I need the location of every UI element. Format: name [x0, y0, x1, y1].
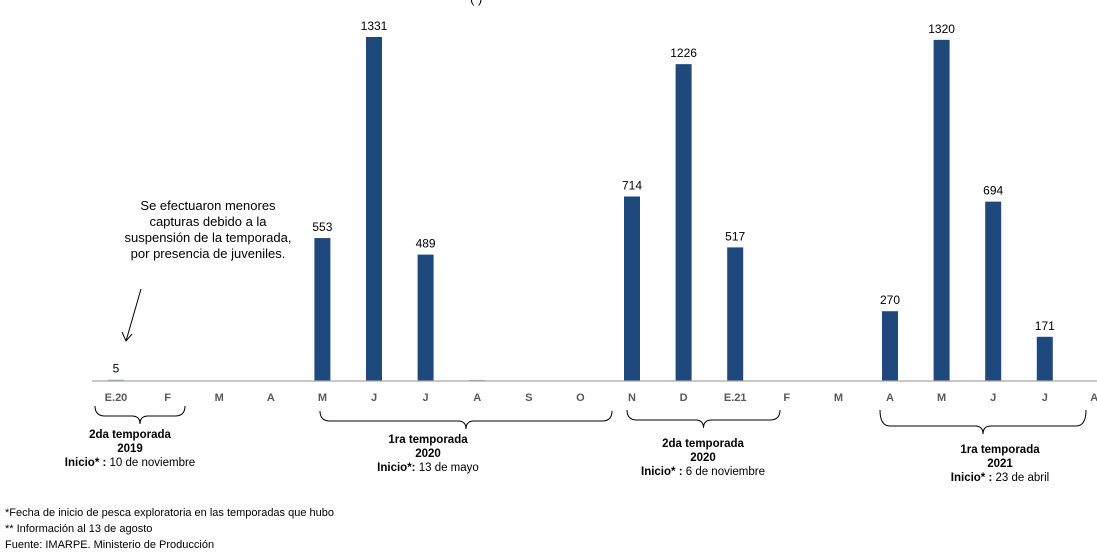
tick-label-17: J: [990, 392, 996, 404]
annotation-line: Se efectuaron menores: [140, 198, 276, 213]
tick-label-3: A: [267, 392, 275, 404]
value-label-16: 1320: [928, 22, 955, 36]
bars-group: [108, 37, 1053, 382]
season-brace-2: [626, 409, 781, 429]
value-label-12: 517: [725, 229, 745, 243]
season-name: 2da temporada: [89, 429, 171, 441]
season-label-2021: 1ra temporada 2021 Inicio* : 23 de abril: [905, 443, 1095, 485]
season-year: 2019: [117, 443, 143, 455]
annotation-text: Se efectuaron menores capturas debido a …: [108, 198, 308, 262]
season-start-label: Inicio* :: [950, 472, 993, 484]
season-start-label: Inicio* :: [64, 457, 107, 469]
tick-label-14: M: [834, 392, 843, 404]
footnote-exploratory: *Fecha de inicio de pesca exploratoria e…: [5, 507, 334, 519]
chart-title-fragment: ( ): [470, 0, 482, 6]
value-labels-group: 5 553 1331 489 714 1226 517 270 1320 694 171: [113, 19, 1055, 376]
annotation-line: capturas debido a la: [149, 214, 267, 229]
tick-label-16: M: [937, 392, 946, 404]
value-label-5: 1331: [361, 19, 388, 33]
footnote-source: Fuente: IMARPE. Ministerio de Producción: [5, 539, 215, 551]
tick-label-8: S: [525, 392, 532, 404]
season-label-2020-2: 2da temporada 2020 Inicio* : 6 de noviem…: [608, 437, 798, 479]
season-start-date: 6 de noviembre: [682, 466, 765, 478]
tick-label-15: A: [886, 392, 894, 404]
bar-18: [1036, 336, 1053, 381]
tick-label-0: E.20: [105, 392, 128, 404]
bar-15: [882, 311, 898, 381]
tick-label-13: F: [783, 392, 790, 404]
value-label-6: 489: [416, 237, 436, 251]
season-name: 2da temporada: [662, 438, 744, 450]
tick-label-1: F: [164, 392, 171, 404]
bar-6: [417, 254, 434, 381]
season-brace-0: [94, 405, 186, 425]
season-braces: [94, 405, 1087, 435]
season-start-label: Inicio*:: [377, 462, 416, 474]
season-brace-1: [319, 410, 613, 430]
bar-5: [366, 37, 382, 381]
tick-label-12: E.21: [724, 392, 747, 404]
tick-labels-group: E.20 F M A M J J A S O N D E.21 F M A M J J A*: [105, 392, 1097, 404]
season-label-2020-1: 1ra temporada 2020 Inicio*: 13 de mayo: [348, 433, 508, 475]
value-label-17: 694: [983, 184, 1003, 198]
bar-12: [727, 247, 744, 381]
season-name: 1ra temporada: [388, 434, 468, 446]
tick-label-7: A: [473, 392, 481, 404]
season-year: 2021: [987, 458, 1013, 470]
tick-label-19: A*: [1090, 392, 1097, 404]
tick-label-18: J: [1042, 392, 1048, 404]
tick-label-11: D: [680, 392, 688, 404]
bar-0: [108, 379, 124, 381]
value-label-10: 714: [622, 178, 642, 192]
bar-4: [314, 238, 331, 381]
season-start-label: Inicio* :: [641, 466, 683, 478]
bar-17: [985, 201, 1002, 381]
season-brace-3: [879, 409, 1087, 435]
tick-label-6: J: [423, 392, 429, 404]
bar-16: [933, 39, 950, 381]
season-start-date: 23 de abril: [992, 472, 1050, 484]
footnote-info-date: ** Información al 13 de agosto: [5, 523, 153, 535]
annotation-arrow: [121, 288, 142, 342]
season-label-2019: 2da temporada 2019 Inicio* : 10 de novie…: [60, 428, 200, 470]
tick-label-10: N: [628, 392, 636, 404]
bar-11: [675, 64, 692, 382]
annotation-line: por presencia de juveniles.: [130, 246, 286, 261]
season-name: 1ra temporada: [960, 444, 1040, 456]
annotation-line: suspensión de la temporada,: [124, 230, 292, 245]
season-year: 2020: [415, 448, 441, 460]
tick-label-9: O: [576, 392, 585, 404]
season-start-date: 10 de noviembre: [106, 457, 196, 469]
bar-10: [624, 196, 640, 381]
tick-label-4: M: [318, 392, 327, 404]
season-start-date: 13 de mayo: [415, 462, 479, 474]
value-label-18: 171: [1035, 319, 1055, 333]
value-label-4: 553: [312, 220, 332, 234]
season-year: 2020: [690, 452, 716, 464]
value-label-15: 270: [880, 293, 900, 307]
tick-label-5: J: [371, 392, 377, 404]
tick-label-2: M: [215, 392, 224, 404]
value-label-0: 5: [113, 362, 120, 376]
value-label-11: 1226: [670, 46, 697, 60]
